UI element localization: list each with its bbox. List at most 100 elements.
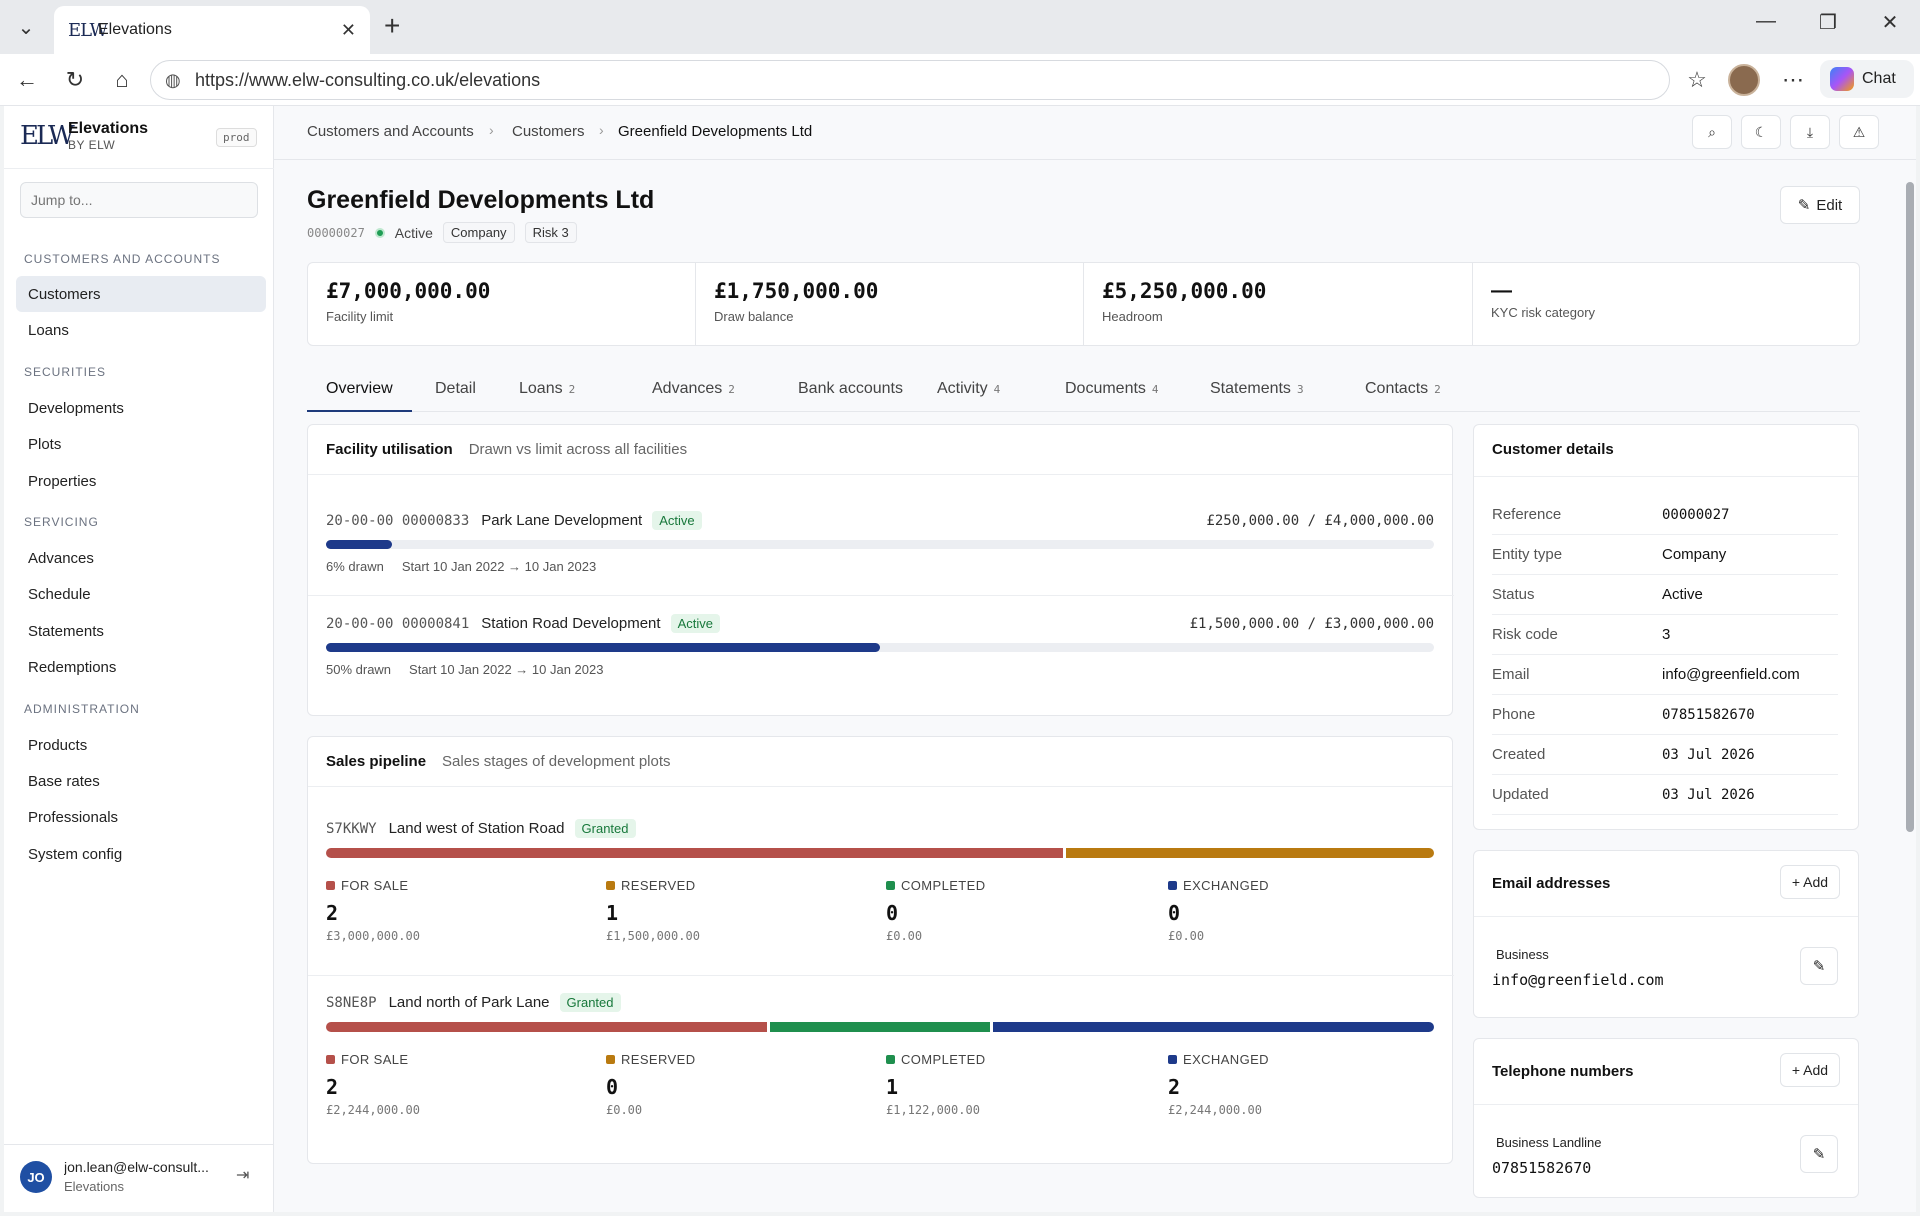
brand[interactable]: ELW Elevations BY ELW [20, 118, 148, 154]
minimize-icon[interactable]: — [1756, 10, 1776, 32]
detail-key: Created [1492, 746, 1546, 763]
breadcrumb-current: Greenfield Developments Ltd [618, 123, 813, 140]
kpi-label: KYC risk category [1491, 305, 1596, 320]
tab-bank-accounts[interactable]: Bank accounts [798, 380, 903, 397]
tab-activity[interactable]: Activity 4 [937, 380, 1001, 397]
detail-value: Active [1662, 586, 1703, 603]
more-options-icon[interactable]: ⋯ [1782, 67, 1804, 92]
copilot-icon [1830, 67, 1854, 91]
stage-label: FOR SALE [341, 878, 409, 893]
facility-row[interactable]: 20-00-00 00000833 Park Lane Development … [326, 511, 1434, 574]
kpi-value: £1,750,000.00 [714, 279, 879, 303]
address-bar[interactable]: ◍ https://www.elw-consulting.co.uk/eleva… [150, 60, 1670, 100]
scrollbar[interactable] [1904, 162, 1914, 1206]
customer-details-card: Customer details Reference 00000027 Entity… [1473, 424, 1859, 830]
phone-value: 07851582670 [1492, 1159, 1592, 1177]
tab-documents[interactable]: Documents 4 [1065, 380, 1159, 397]
sidebar-item-statements[interactable]: Statements [28, 623, 104, 640]
divider [4, 168, 274, 169]
elw-logo: ELW [20, 121, 75, 151]
status-badge: Granted [559, 993, 621, 1012]
sidebar-item-base-rates[interactable]: Base rates [28, 773, 100, 790]
sidebar-item-professionals[interactable]: Professionals [28, 809, 119, 826]
add-phone-button[interactable]: + Add [1780, 1053, 1840, 1087]
stage-value: £0.00 [886, 929, 923, 943]
stage-value: £1,500,000.00 [606, 929, 700, 943]
sidebar-item-loans[interactable]: Loans [28, 322, 69, 339]
stage-label: RESERVED [621, 878, 696, 893]
tab-detail[interactable]: Detail [435, 380, 476, 397]
restore-icon[interactable]: ❐ [1819, 12, 1837, 34]
detail-row: Reference 00000027 [1492, 495, 1838, 535]
tab-statements[interactable]: Statements 3 [1210, 380, 1304, 397]
stage-stack-bar [326, 1022, 1434, 1032]
sidebar-item-properties[interactable]: Properties [28, 473, 97, 490]
user-avatar[interactable]: JO [20, 1161, 52, 1193]
tab-advances[interactable]: Advances 2 [652, 380, 735, 397]
detail-key: Reference [1492, 506, 1562, 523]
profile-avatar[interactable] [1728, 64, 1760, 96]
stage-label: RESERVED [621, 1052, 696, 1067]
sidebar-item-plots[interactable]: Plots [28, 436, 62, 453]
favorites-star-icon[interactable]: ☆ [1687, 67, 1707, 92]
breadcrumb-customers-and-accounts[interactable]: Customers and Accounts [307, 123, 474, 140]
sidebar-item-redemptions[interactable]: Redemptions [28, 659, 117, 676]
close-tab-icon[interactable]: ✕ [340, 19, 356, 40]
tab-list-chevron-icon[interactable]: ⌄ [17, 16, 35, 39]
tab-overview[interactable]: Overview [307, 380, 412, 412]
facility-utilisation-card: Facility utilisation Drawn vs limit acros… [307, 424, 1454, 716]
stage-count: 1 [886, 1075, 899, 1099]
new-tab-plus-icon[interactable]: + [384, 10, 401, 41]
progress-fill [326, 540, 393, 549]
home-icon[interactable]: ⌂ [115, 67, 129, 92]
pencil-icon: ✎ [1797, 197, 1811, 214]
facility-row[interactable]: 20-00-00 00000841 Station Road Developme… [326, 614, 1434, 677]
add-email-button[interactable]: + Add [1780, 865, 1840, 899]
sidebar-item-system-config[interactable]: System config [28, 846, 123, 863]
browser-tab[interactable]: ELW Elevations ✕ [54, 6, 370, 54]
detail-row: Entity type Company [1492, 535, 1838, 575]
breadcrumb-customers[interactable]: Customers [512, 123, 585, 140]
edit-button[interactable]: ✎ Edit [1780, 186, 1860, 224]
tab-loans[interactable]: Loans 2 [519, 380, 576, 397]
edit-email-pencil-icon[interactable]: ✎ [1800, 947, 1838, 985]
sidebar-item-advances[interactable]: Advances [28, 550, 94, 567]
logout-icon[interactable]: ⇥ [236, 1167, 250, 1184]
close-window-icon[interactable]: ✕ [1881, 12, 1899, 34]
stage-value: £3,000,000.00 [326, 929, 420, 943]
jump-to-input[interactable] [20, 182, 258, 218]
scrollbar-thumb[interactable] [1906, 182, 1914, 832]
sidebar: ELW Elevations BY ELW prod CUSTOMERS AND… [4, 106, 274, 1212]
sidebar-item-products[interactable]: Products [28, 737, 88, 754]
chevron-right-icon: › [599, 122, 604, 138]
edit-phone-pencil-icon[interactable]: ✎ [1800, 1135, 1838, 1173]
card-subtitle: Sales stages of development plots [442, 753, 671, 770]
kpi-value: £5,250,000.00 [1102, 279, 1267, 303]
email-addresses-card: Email addresses + Add Business info@gree… [1473, 850, 1859, 1018]
stage-stat-completed: COMPLETED 1 £1,122,000.00 [886, 1052, 1156, 1117]
detail-row: Created 03 Jul 2026 [1492, 735, 1838, 775]
reload-icon[interactable]: ↻ [65, 67, 85, 92]
section-administration: ADMINISTRATION [24, 702, 140, 716]
customer-reference: 00000027 [307, 225, 365, 240]
tab-contacts[interactable]: Contacts 2 [1365, 380, 1441, 397]
detail-row: Phone 07851582670 [1492, 695, 1838, 735]
sidebar-item-customers[interactable]: Customers [16, 276, 266, 312]
detail-row: Email info@greenfield.com [1492, 655, 1838, 695]
sidebar-item-developments[interactable]: Developments [28, 400, 124, 417]
pipeline-row[interactable]: S7KKWY Land west of Station Road Granted FO… [326, 819, 1434, 950]
stage-count: 0 [886, 901, 899, 925]
pipeline-row[interactable]: S8NE8P Land north of Park Lane Granted FOR … [326, 993, 1434, 1124]
alert-triangle-icon[interactable]: ⚠ [1839, 115, 1879, 149]
detail-key: Entity type [1492, 546, 1563, 563]
url-text: https://www.elw-consulting.co.uk/elevati… [195, 69, 541, 90]
sidebar-item-schedule[interactable]: Schedule [28, 586, 91, 603]
detail-row: Updated 03 Jul 2026 [1492, 775, 1838, 815]
phone-type: Business Landline [1496, 1135, 1602, 1150]
copilot-chat-button[interactable]: Chat [1820, 60, 1914, 98]
user-panel: JO jon.lean@elw-consult... Elevations ⇥ [4, 1144, 274, 1212]
theme-moon-icon[interactable]: ☾ [1741, 115, 1781, 149]
search-icon[interactable]: ⌕ [1692, 115, 1732, 149]
back-arrow-icon[interactable]: ← [16, 67, 38, 92]
download-icon[interactable]: ⤓ [1790, 115, 1830, 149]
